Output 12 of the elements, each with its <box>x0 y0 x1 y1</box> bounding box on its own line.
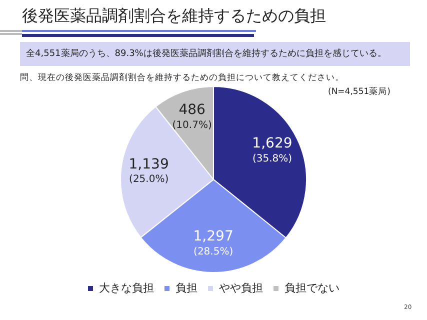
legend-label: 負担でない <box>284 281 340 294</box>
text: 問、現在の後発医薬品調剤割合を維持するための負担について教えてください。 <box>20 72 344 84</box>
data-label: 1,139 (25.0%) <box>128 156 169 186</box>
data-label: 486 (10.7%) <box>172 102 212 132</box>
legend-label: やや負担 <box>219 281 263 294</box>
chart-title: 後発医薬品調剤割合を維持するための負担 <box>22 6 326 27</box>
legend-label: 負担 <box>176 281 198 294</box>
data-label: 1,629 (35.8%) <box>252 136 292 164</box>
chart-subtitle: 全4,551薬局のうち、89.3%は後発医薬品調剤割合を維持するために負担を感じている。 <box>20 42 410 66</box>
data-label: 1,297 (28.5%) <box>193 228 234 258</box>
legend-label: 大きな負担 <box>99 281 154 294</box>
text: (N=4,551薬局) <box>328 86 390 98</box>
